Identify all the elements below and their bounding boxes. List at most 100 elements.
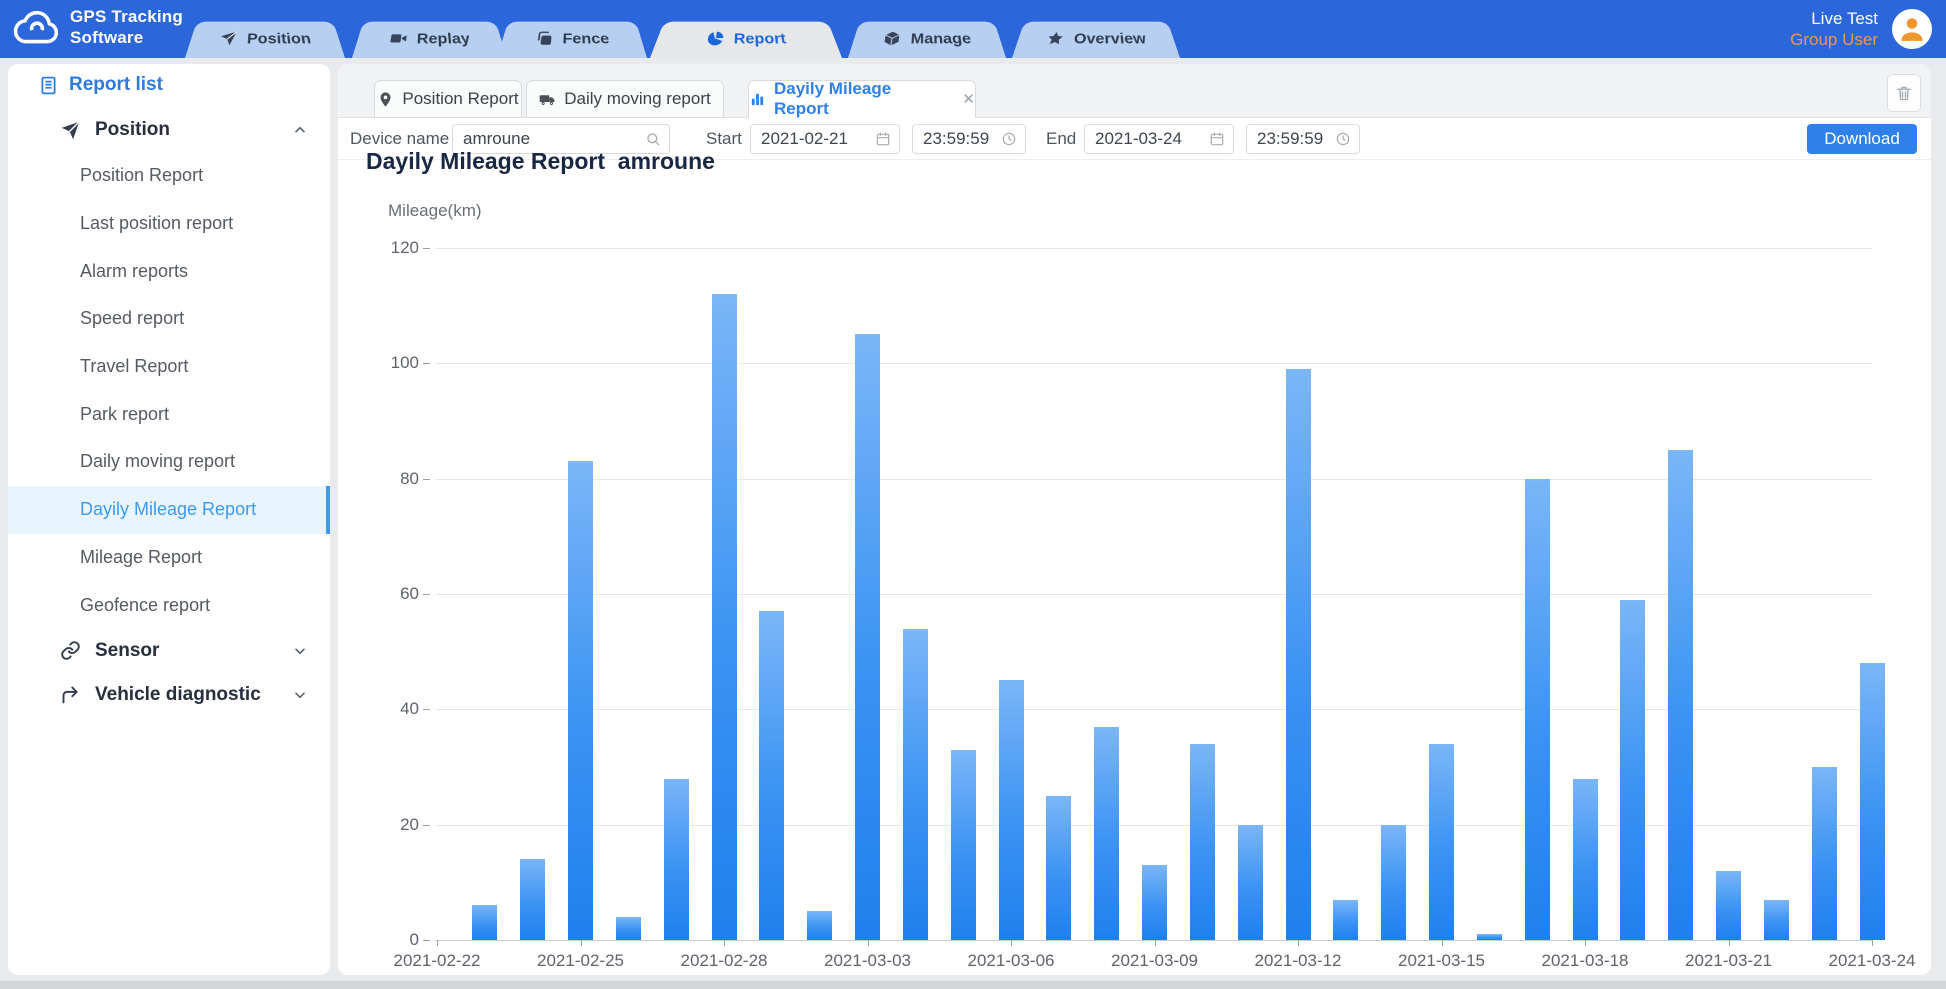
bar[interactable] — [1142, 865, 1167, 940]
bar[interactable] — [1716, 871, 1741, 940]
bar[interactable] — [1859, 663, 1885, 940]
bar[interactable] — [1763, 900, 1789, 940]
download-button[interactable]: Download — [1807, 124, 1917, 154]
user-icon — [1897, 14, 1927, 44]
workspace-tab-label: Dayily Mileage Report — [774, 79, 892, 118]
bar[interactable] — [1333, 900, 1359, 940]
end-date-inputbox — [1084, 124, 1234, 154]
gridline — [435, 248, 1872, 249]
report-list-icon — [38, 75, 59, 96]
sidebar-section-vehicle-diagnostic[interactable]: Vehicle diagnostic — [8, 673, 330, 717]
bar[interactable] — [615, 917, 641, 940]
x-axis-tick — [580, 940, 582, 946]
bar[interactable] — [950, 750, 976, 940]
nav-tab-fence[interactable]: Fence — [497, 21, 647, 59]
x-axis-tick-label: 2021-03-03 — [824, 951, 911, 970]
bar[interactable] — [1476, 934, 1502, 940]
sidebar-section-position[interactable]: Position — [8, 108, 330, 152]
search-icon[interactable] — [645, 131, 661, 147]
y-axis-tick-label: 100 — [390, 353, 419, 372]
bar[interactable] — [1237, 825, 1263, 940]
bar[interactable] — [1381, 825, 1407, 940]
workspace-tab-daily-moving-report[interactable]: Daily moving report — [526, 80, 724, 118]
x-axis-tick-label: 2021-03-15 — [1398, 951, 1485, 970]
bar[interactable] — [663, 779, 689, 940]
gridline — [435, 479, 1872, 480]
report-sidebar: Report list Position Position Report Last … — [8, 64, 330, 975]
nav-tab-position[interactable]: Position — [185, 21, 345, 59]
sidebar-section-sensor[interactable]: Sensor — [8, 629, 330, 673]
sidebar-item-alarm-reports[interactable]: Alarm reports — [80, 260, 189, 281]
sidebar-item-mileage-report[interactable]: Mileage Report — [80, 546, 203, 567]
x-axis-tick-label: 2021-02-25 — [537, 951, 624, 970]
calendar-icon[interactable] — [1209, 131, 1225, 147]
gridline — [435, 709, 1872, 710]
nav-tab-label: Replay — [416, 30, 472, 47]
bar[interactable] — [1524, 479, 1550, 940]
bar[interactable] — [568, 461, 593, 940]
bar[interactable] — [807, 911, 833, 940]
bar[interactable] — [520, 859, 546, 940]
bar[interactable] — [1094, 727, 1120, 940]
bar[interactable] — [1620, 600, 1646, 940]
x-axis-tick — [437, 940, 438, 946]
sidebar-item-park-report[interactable]: Park report — [80, 403, 170, 424]
sidebar-sections: Position Position Report Last position rep… — [8, 108, 330, 717]
bar[interactable] — [998, 680, 1024, 940]
nav-tab-manage[interactable]: Manage — [848, 21, 1006, 59]
y-axis-tick-label: 120 — [390, 238, 419, 257]
x-axis-tick — [1585, 940, 1586, 946]
clear-tabs-button[interactable] — [1887, 74, 1921, 112]
sidebar-item-last-position-report[interactable]: Last position report — [80, 213, 234, 234]
gridline — [435, 825, 1872, 826]
bar[interactable] — [1811, 767, 1837, 940]
workspace-tab-position-report[interactable]: Position Report — [374, 80, 522, 118]
sidebar-item-dayily-mileage-report[interactable]: Dayily Mileage Report — [8, 485, 330, 534]
close-icon[interactable]: ✕ — [962, 91, 975, 108]
x-axis-tick-label: 2021-03-06 — [967, 951, 1055, 970]
sidebar-item-speed-report[interactable]: Speed report — [80, 308, 185, 329]
pie-icon — [705, 30, 726, 46]
clock-icon[interactable] — [1001, 131, 1017, 147]
device-name-input[interactable] — [463, 129, 645, 149]
nav-tab-label: Overview — [1073, 30, 1148, 47]
workspace-tab-dayily-mileage-report[interactable]: Dayily Mileage Report ✕ — [748, 79, 976, 118]
workspace-tab-label: Daily moving report — [564, 89, 711, 108]
x-axis-tick-label: 2021-03-09 — [1111, 951, 1198, 970]
x-axis-tick — [724, 940, 725, 946]
x-axis-tick — [1011, 940, 1012, 946]
bar[interactable] — [1429, 744, 1454, 940]
bar-chart-icon — [749, 91, 766, 108]
y-axis-tick-label: 40 — [400, 699, 419, 718]
nav-tab-label: Manage — [910, 30, 973, 47]
bar[interactable] — [472, 905, 498, 940]
nav-tab-replay[interactable]: Replay — [352, 21, 507, 59]
x-axis-tick-label: 2021-03-21 — [1685, 951, 1772, 970]
bar[interactable] — [1189, 744, 1215, 940]
truck-icon — [539, 91, 556, 108]
nav-tab-report[interactable]: Report — [650, 21, 842, 59]
sidebar-item-geofence-report[interactable]: Geofence report — [80, 594, 211, 615]
x-axis-tick — [1872, 940, 1873, 946]
sidebar-item-position-report[interactable]: Position Report — [80, 165, 204, 186]
sidebar-item-daily-moving-report[interactable]: Daily moving report — [80, 451, 236, 472]
bar[interactable] — [1046, 796, 1072, 940]
sidebar-item-travel-report[interactable]: Travel Report — [80, 356, 189, 377]
bar[interactable] — [902, 629, 928, 940]
start-date-input[interactable] — [761, 129, 875, 149]
end-time-input[interactable] — [1257, 129, 1335, 149]
clock-icon[interactable] — [1335, 131, 1351, 147]
calendar-icon[interactable] — [875, 131, 891, 147]
bar[interactable] — [1285, 369, 1311, 940]
bar[interactable] — [855, 334, 880, 940]
x-axis-tick-label: 2021-03-12 — [1254, 951, 1342, 970]
bar[interactable] — [759, 611, 785, 940]
bar[interactable] — [1668, 450, 1694, 940]
bar[interactable] — [1572, 779, 1598, 940]
bar[interactable] — [711, 294, 737, 940]
start-time-input[interactable] — [923, 129, 1001, 149]
x-axis-line — [435, 940, 1872, 941]
avatar[interactable] — [1892, 9, 1932, 49]
nav-tab-overview[interactable]: Overview — [1012, 21, 1180, 59]
end-date-input[interactable] — [1095, 129, 1209, 149]
